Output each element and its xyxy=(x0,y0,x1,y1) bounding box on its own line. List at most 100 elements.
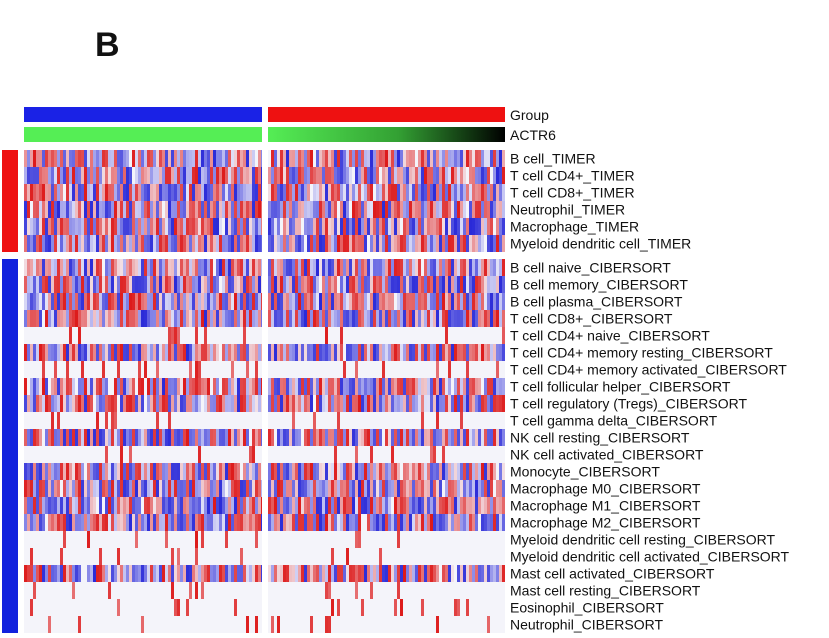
heatmap-cell xyxy=(135,344,138,361)
heatmap-cell xyxy=(132,378,135,395)
heatmap-cell xyxy=(153,565,156,582)
heatmap-cell xyxy=(382,167,385,184)
heatmap-cell xyxy=(331,184,334,201)
heatmap-cell xyxy=(195,167,198,184)
heatmap-cell xyxy=(102,276,105,293)
heatmap-cell xyxy=(210,463,213,480)
heatmap-cell xyxy=(445,327,448,344)
heatmap-cell xyxy=(400,344,403,361)
heatmap-cell xyxy=(231,344,234,361)
heatmap-cell xyxy=(252,378,255,395)
heatmap-cell xyxy=(30,548,33,565)
heatmap-cell xyxy=(237,463,240,480)
heatmap-cell xyxy=(126,565,129,582)
heatmap-cell xyxy=(325,344,328,361)
heatmap-cell xyxy=(75,429,78,446)
heatmap-cell xyxy=(132,276,135,293)
heatmap-cell xyxy=(87,293,90,310)
heatmap-cell xyxy=(337,310,340,327)
heatmap-cell xyxy=(274,480,277,497)
heatmap-cell xyxy=(364,378,367,395)
heatmap-cell xyxy=(424,310,427,327)
heatmap-cell xyxy=(147,378,150,395)
heatmap-cell xyxy=(93,497,96,514)
heatmap-cell xyxy=(171,167,174,184)
heatmap-cell xyxy=(225,429,228,446)
heatmap-cell xyxy=(415,235,418,252)
heatmap-cell xyxy=(114,293,117,310)
heatmap-cell xyxy=(280,395,283,412)
heatmap-cell xyxy=(274,150,277,167)
heatmap-cell xyxy=(364,235,367,252)
heatmap-cell xyxy=(45,463,48,480)
heatmap-cell xyxy=(334,429,337,446)
heatmap-cell xyxy=(171,514,174,531)
heatmap-cell xyxy=(171,293,174,310)
heatmap-cell xyxy=(48,310,51,327)
heatmap-cell xyxy=(60,150,63,167)
heatmap-cell xyxy=(189,310,192,327)
heatmap-cell xyxy=(162,235,165,252)
heatmap-cell xyxy=(69,293,72,310)
heatmap-cell xyxy=(246,167,249,184)
heatmap-cell xyxy=(319,235,322,252)
heatmap-cell xyxy=(117,480,120,497)
heatmap-cell xyxy=(358,293,361,310)
heatmap-cell xyxy=(289,395,292,412)
heatmap-cell xyxy=(45,235,48,252)
heatmap-cell xyxy=(24,235,27,252)
heatmap-cell xyxy=(409,276,412,293)
heatmap-cell xyxy=(66,201,69,218)
heatmap-cell xyxy=(283,276,286,293)
heatmap-cell xyxy=(66,276,69,293)
heatmap-cell xyxy=(114,378,117,395)
heatmap-cell xyxy=(240,218,243,235)
heatmap-cell xyxy=(298,293,301,310)
heatmap-cell xyxy=(406,497,409,514)
heatmap-cell xyxy=(66,395,69,412)
heatmap-cell xyxy=(430,276,433,293)
heatmap-cell xyxy=(114,412,117,429)
heatmap-cell xyxy=(249,344,252,361)
heatmap-cell xyxy=(225,259,228,276)
heatmap-cell xyxy=(174,463,177,480)
heatmap-cell xyxy=(192,565,195,582)
heatmap-cell xyxy=(87,167,90,184)
heatmap-cell xyxy=(150,150,153,167)
heatmap-cell xyxy=(403,259,406,276)
heatmap-cell xyxy=(412,344,415,361)
heatmap-cell xyxy=(436,412,439,429)
heatmap-cell xyxy=(325,497,328,514)
heatmap-cell xyxy=(466,218,469,235)
heatmap-cell xyxy=(397,293,400,310)
heatmap-cell xyxy=(373,429,376,446)
heatmap-cell xyxy=(243,395,246,412)
heatmap-cell xyxy=(48,429,51,446)
heatmap-cell xyxy=(439,395,442,412)
heatmap-cell xyxy=(222,293,225,310)
heatmap-cell xyxy=(370,310,373,327)
heatmap-cell xyxy=(189,259,192,276)
heatmap-cell xyxy=(69,378,72,395)
heatmap-cell xyxy=(162,167,165,184)
heatmap-cell xyxy=(42,167,45,184)
heatmap-cell xyxy=(466,293,469,310)
heatmap-cell xyxy=(445,480,448,497)
heatmap-cell xyxy=(213,150,216,167)
heatmap-cell xyxy=(81,150,84,167)
heatmap-cell xyxy=(168,235,171,252)
heatmap-cell xyxy=(340,310,343,327)
heatmap-cell xyxy=(78,616,81,633)
heatmap-cell xyxy=(60,310,63,327)
heatmap-cell xyxy=(60,565,63,582)
heatmap-cell xyxy=(325,395,328,412)
heatmap-cell xyxy=(210,395,213,412)
heatmap-cell xyxy=(246,201,249,218)
heatmap-cell xyxy=(391,184,394,201)
heatmap-cell xyxy=(304,310,307,327)
heatmap-cell xyxy=(24,276,27,293)
heatmap-cell xyxy=(177,310,180,327)
heatmap-cell xyxy=(171,235,174,252)
heatmap-cell xyxy=(289,429,292,446)
heatmap-cell xyxy=(168,497,171,514)
